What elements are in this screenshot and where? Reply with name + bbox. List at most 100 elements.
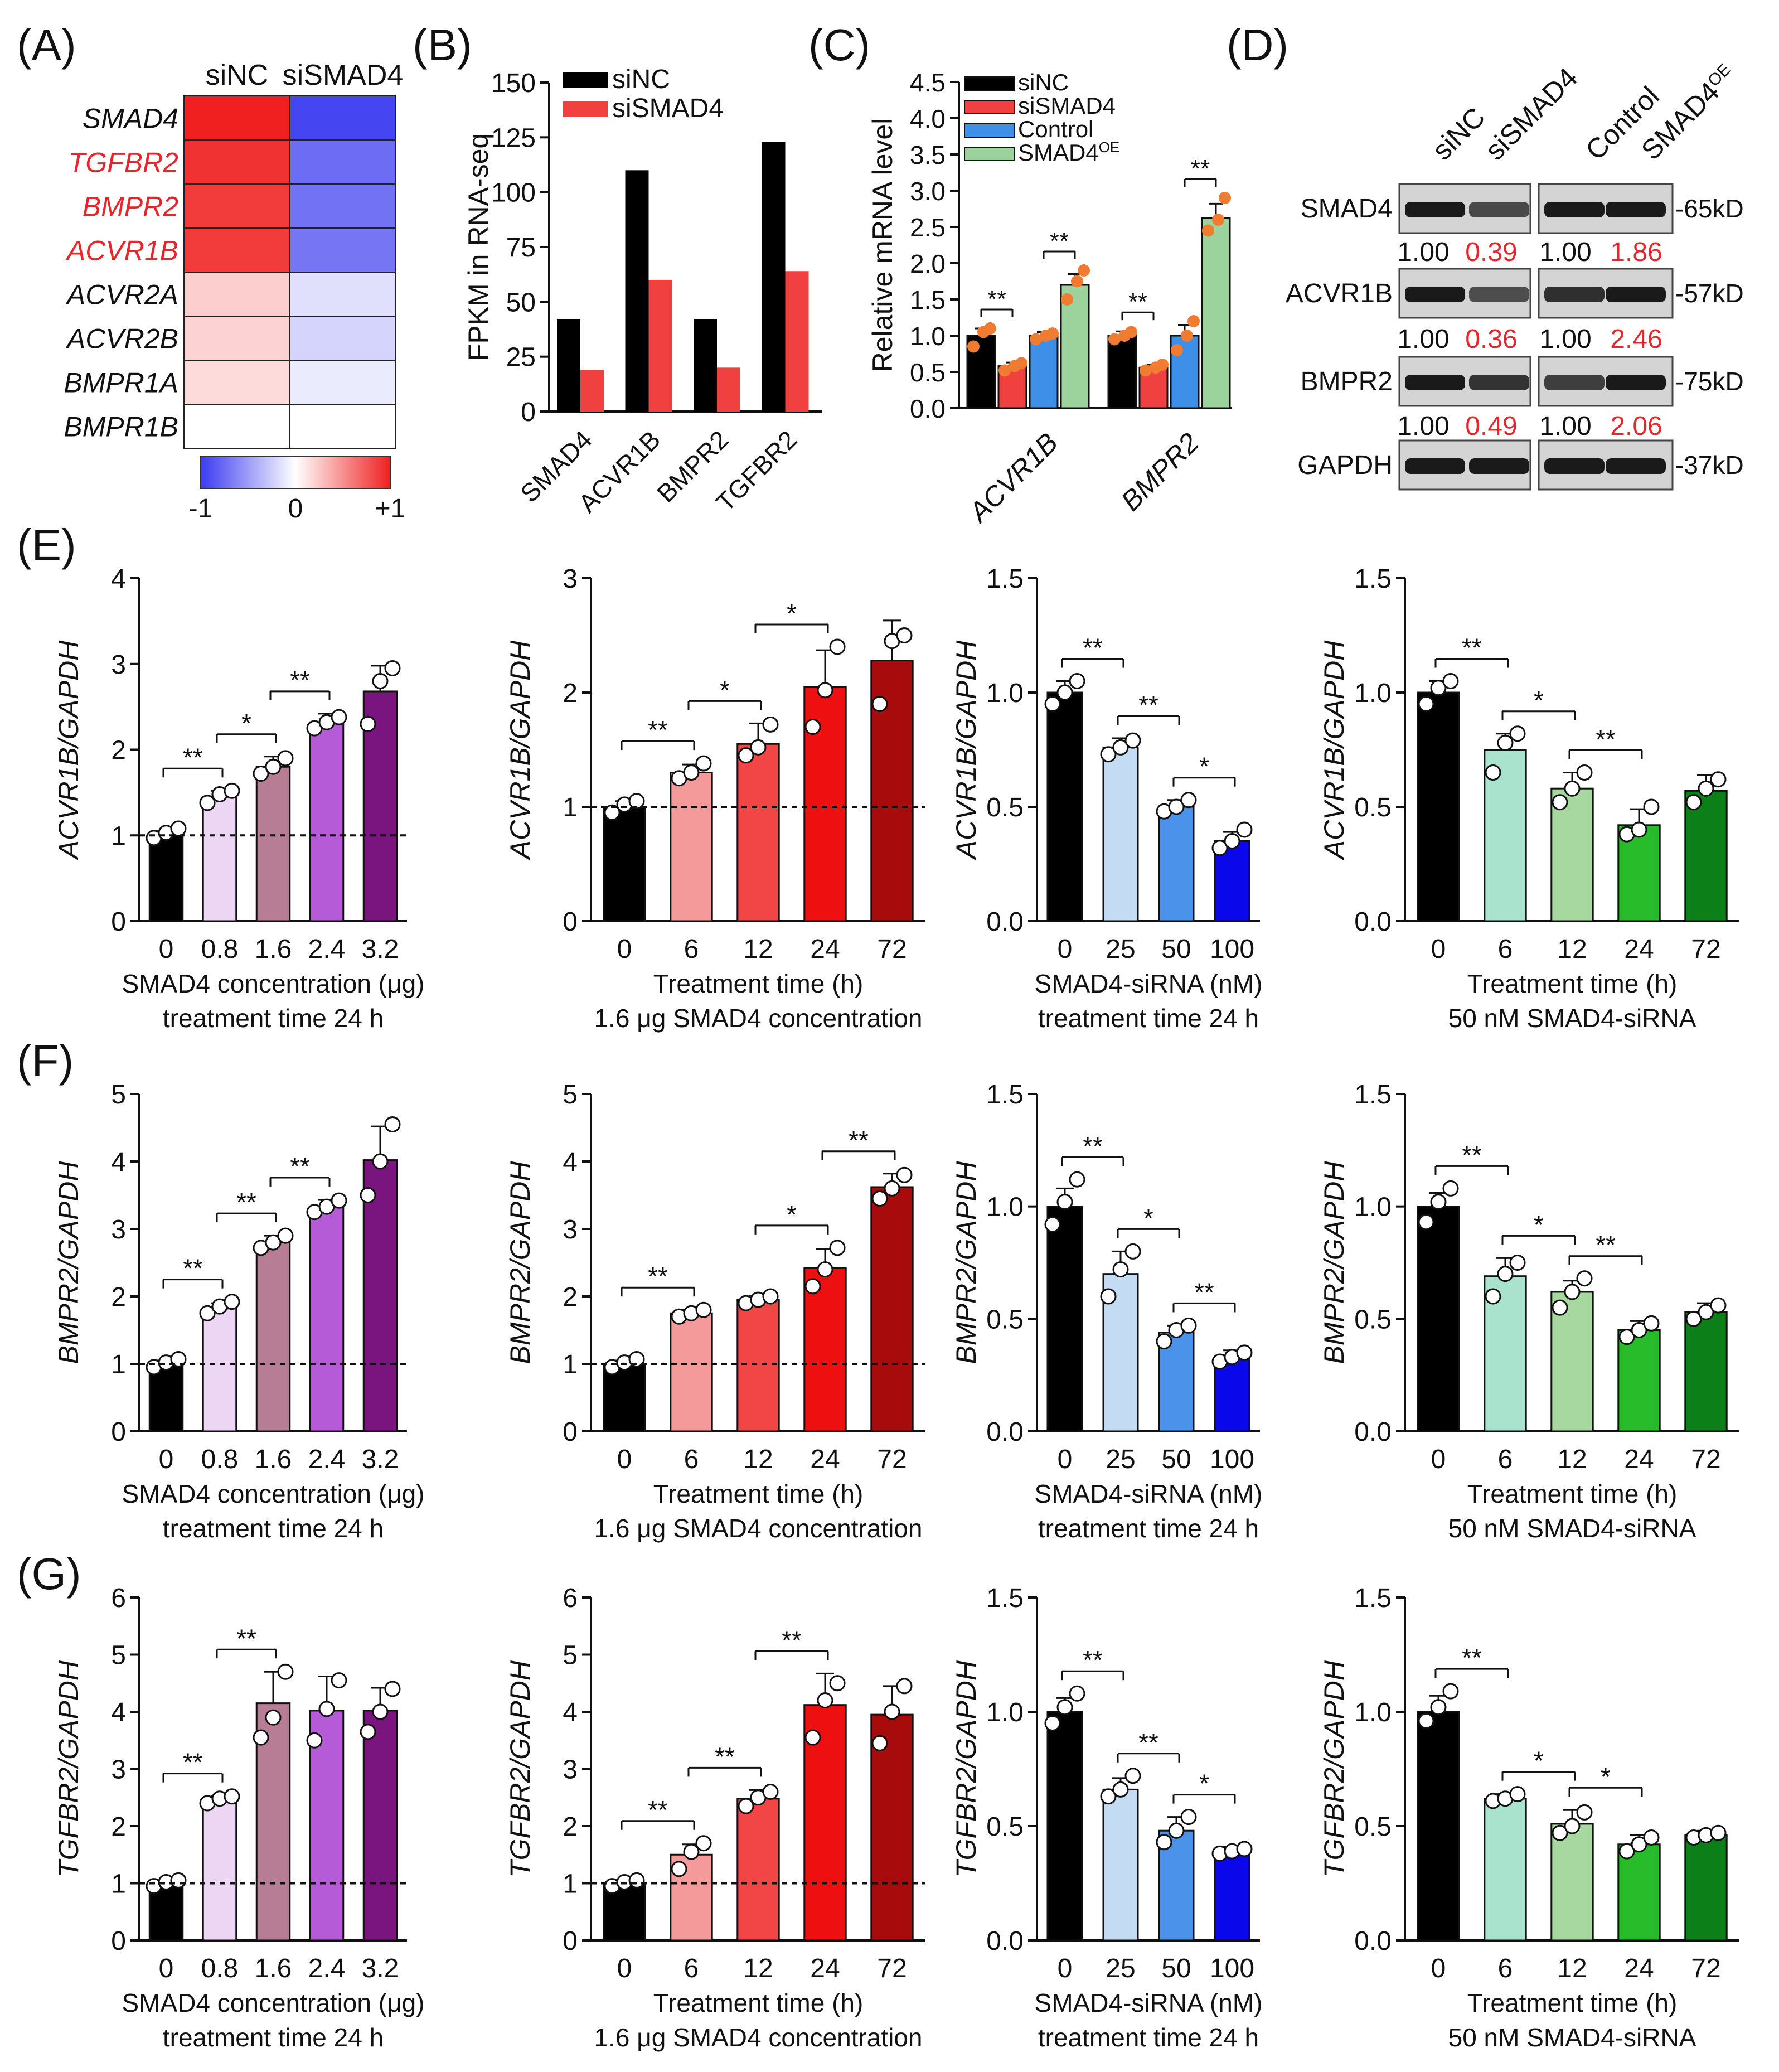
bar: [1107, 335, 1137, 409]
data-point: [1442, 1180, 1459, 1197]
data-point: [1180, 792, 1197, 809]
x-axis-sublabel: treatment time 24 h: [1038, 2023, 1259, 2052]
data-point: [871, 1190, 888, 1207]
x-axis-sublabel: 50 nM SMAD4-siRNA: [1448, 1004, 1696, 1033]
blot-kd-label: -57kD: [1675, 279, 1744, 308]
y-tick-label: 2.5: [910, 213, 946, 242]
data-point: [1509, 1255, 1526, 1271]
significance-label: **: [1462, 1140, 1482, 1169]
data-point: [683, 764, 700, 781]
y-tick-label: 0.0: [1354, 1417, 1392, 1447]
x-tick-label: 1.6: [255, 1445, 292, 1474]
data-point: [372, 1153, 389, 1170]
chart-c: 0.0 0.5 1.0 1.5 2.0 2.5 3.0 3.5 4.0 4.5 ACVR1B BMPR…: [867, 68, 1232, 529]
y-tick-label: 50: [506, 288, 536, 317]
y-tick-label: 1.0: [986, 679, 1024, 708]
data-point: [170, 1872, 187, 1889]
data-point: [1485, 764, 1501, 781]
legend-label-superscript: OE: [1099, 139, 1120, 156]
data-point: [1631, 821, 1647, 838]
panel-letter-g: (G): [17, 1549, 81, 1599]
x-axis-sublabel: treatment time 24 h: [163, 1004, 384, 1033]
x-tick-label: 72: [1691, 1954, 1720, 1983]
blot-band: [1469, 202, 1529, 217]
data-point: [1156, 1834, 1172, 1851]
y-tick-label: 5: [563, 1080, 578, 1110]
y-tick-label: 0: [521, 398, 536, 427]
data-point: [1509, 1786, 1526, 1803]
y-tick-label: 1.5: [910, 285, 946, 314]
significance-label: *: [1199, 1769, 1209, 1798]
x-axis-sublabel: treatment time 24 h: [1038, 1004, 1259, 1033]
y-tick-label: 3: [111, 650, 126, 680]
bar: [1684, 1311, 1728, 1432]
y-tick-label: 4.5: [910, 68, 946, 97]
x-tick-label: 0: [159, 1445, 174, 1474]
significance-label: **: [648, 1795, 668, 1824]
data-point: [1168, 798, 1185, 815]
significance-label: **: [183, 1748, 203, 1777]
data-point: [762, 1288, 779, 1305]
data-point: [1643, 1315, 1660, 1332]
y-axis-label: BMPR2/GAPDH: [951, 1161, 982, 1364]
data-point: [1497, 734, 1514, 751]
heatmap-scale-tick: +1: [375, 494, 406, 524]
y-tick-label: 0.5: [986, 1305, 1024, 1334]
y-tick-label: 2: [563, 1812, 578, 1842]
y-tick-label: 0.5: [1354, 1305, 1392, 1334]
data-point: [1442, 1683, 1459, 1700]
data-point: [1552, 1299, 1568, 1316]
bar: [1214, 1850, 1250, 1942]
data-point: [1430, 1699, 1447, 1716]
heatmap-cell: [289, 360, 396, 405]
data-point: [1224, 833, 1240, 849]
x-axis-label: SMAD4 concentration (μg): [122, 1479, 425, 1508]
data-point: [1056, 1194, 1073, 1211]
x-tick-label: 0: [159, 1954, 174, 1983]
data-point: [984, 322, 996, 335]
heatmap-column-label: siSMAD4: [283, 59, 404, 91]
bar: [1417, 691, 1460, 922]
y-tick-label: 1.0: [1354, 1698, 1392, 1727]
y-tick-label: 1: [563, 1870, 578, 1899]
significance-label: **: [782, 1625, 802, 1654]
panel-letter-c: (C): [808, 20, 870, 70]
bar: [1684, 1834, 1728, 1942]
x-tick-label: 72: [877, 1445, 907, 1474]
data-point: [817, 682, 833, 699]
y-axis-label: ACVR1B/GAPDH: [1319, 640, 1350, 861]
heatmap-cell: [183, 95, 290, 141]
x-tick-label: 6: [684, 935, 699, 964]
blot-protein-label: SMAD4: [1301, 194, 1393, 224]
data-point: [695, 1835, 712, 1852]
y-tick-label: 1.0: [1354, 1193, 1392, 1222]
legend-label: siNC: [612, 65, 670, 94]
significance-label: **: [290, 666, 310, 695]
data-point: [1078, 264, 1090, 277]
x-tick-label: 6: [1498, 1954, 1513, 1983]
chart-g4: 0.00.51.01.50 6 12 24 72****TGFBR2/GAPDHTrea…: [1319, 1584, 1739, 2052]
bar: [785, 271, 809, 412]
x-tick-label: 100: [1210, 1954, 1254, 1983]
y-tick-label: 3.5: [910, 141, 946, 170]
significance-label: **: [1083, 1645, 1103, 1674]
y-tick-label: 3: [563, 1755, 578, 1785]
legend-label: Control: [1018, 116, 1093, 142]
data-point: [884, 1180, 900, 1197]
data-point: [360, 715, 376, 732]
significance-label: **: [236, 1188, 256, 1217]
y-tick-label: 0.0: [986, 1926, 1024, 1956]
data-point: [896, 627, 913, 643]
data-point: [1710, 1824, 1727, 1841]
y-tick-label: 6: [111, 1584, 126, 1613]
blot-quant-value: 1.00: [1397, 325, 1449, 354]
x-tick-label: 0.8: [201, 1954, 239, 1983]
chart-g3: 0.00.51.01.50 25 50 100*****TGFBR2/GAPDHSMA…: [951, 1584, 1262, 2052]
data-point: [1564, 780, 1581, 797]
y-axis-label: TGFBR2/GAPDH: [1319, 1660, 1350, 1877]
data-point: [1552, 794, 1568, 811]
heatmap-scale-tick: -1: [189, 494, 213, 524]
y-tick-label: 150: [491, 69, 536, 98]
blot-quant-value: 2.46: [1610, 325, 1662, 354]
chart-g1: 0 1 2 3 4 5 6 0 0.8 1.6 2.4 3.2 ** ** TGFBR2/GAPDH SMAD…: [53, 1584, 424, 2052]
